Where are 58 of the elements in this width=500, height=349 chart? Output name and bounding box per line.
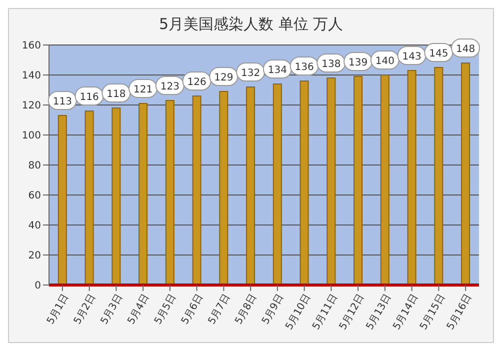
data-label: 116 [80,92,99,103]
y-tick-label: 80 [28,160,41,172]
data-label: 132 [240,68,260,79]
bar [354,76,363,285]
x-tick-label: 5月10日 [284,292,314,332]
data-label: 145 [429,48,448,60]
y-tick-label: 20 [28,250,41,262]
data-label: 143 [402,52,422,62]
data-label: 129 [214,72,234,84]
x-tick-label: 5月3日 [99,292,125,326]
x-tick-label: 5月8日 [233,292,260,326]
chart-title: 5月美国感染人数 单位 万人 [158,14,344,35]
data-label: 123 [160,82,180,92]
data-label: 139 [348,58,368,68]
y-tick-label: 100 [22,130,41,142]
y-tick-label: 140 [22,70,41,82]
data-label: 113 [52,96,72,108]
x-tick-label: 5月2日 [72,292,98,326]
x-tick-label: 5月1日 [45,292,72,326]
data-label: 136 [294,62,314,73]
bar [434,67,444,285]
x-tick-label: 5月12日 [338,292,367,332]
x-tick-label: 5月14日 [391,292,421,332]
y-tick-label: 0 [34,280,41,292]
x-tick-label: 5月9日 [260,292,286,326]
bar [272,84,282,285]
x-tick-label: 5月7日 [206,292,232,326]
x-tick-label: 5月15日 [418,292,448,332]
bar [112,108,121,285]
x-tick-label: 5月5日 [152,292,179,326]
bar [246,86,256,285]
bar [407,70,416,285]
data-label: 121 [133,84,153,96]
x-tick-label: 5月13日 [364,292,394,332]
bar [380,74,390,285]
x-tick-label: 5月11日 [310,292,340,332]
data-label: 140 [375,56,394,67]
bar [58,115,67,285]
y-tick-label: 120 [22,100,41,112]
x-tick-label: 5月4日 [126,292,152,326]
bar [326,78,336,285]
x-tick-label: 5月6日 [180,292,206,326]
y-tick-label: 60 [28,190,41,202]
data-label: 138 [322,59,341,70]
y-tick-label: 40 [28,220,41,232]
bar [138,103,148,285]
data-label: 148 [456,44,476,55]
bar [192,96,202,285]
data-label: 126 [187,77,206,88]
bar [165,100,174,285]
bar [219,91,228,285]
bar [300,80,309,285]
bar [461,62,470,285]
data-label: 118 [106,89,126,100]
bar [84,110,94,285]
data-label: 134 [268,65,287,76]
x-tick-label: 5月16日 [445,292,474,332]
y-tick-label: 160 [22,40,41,52]
